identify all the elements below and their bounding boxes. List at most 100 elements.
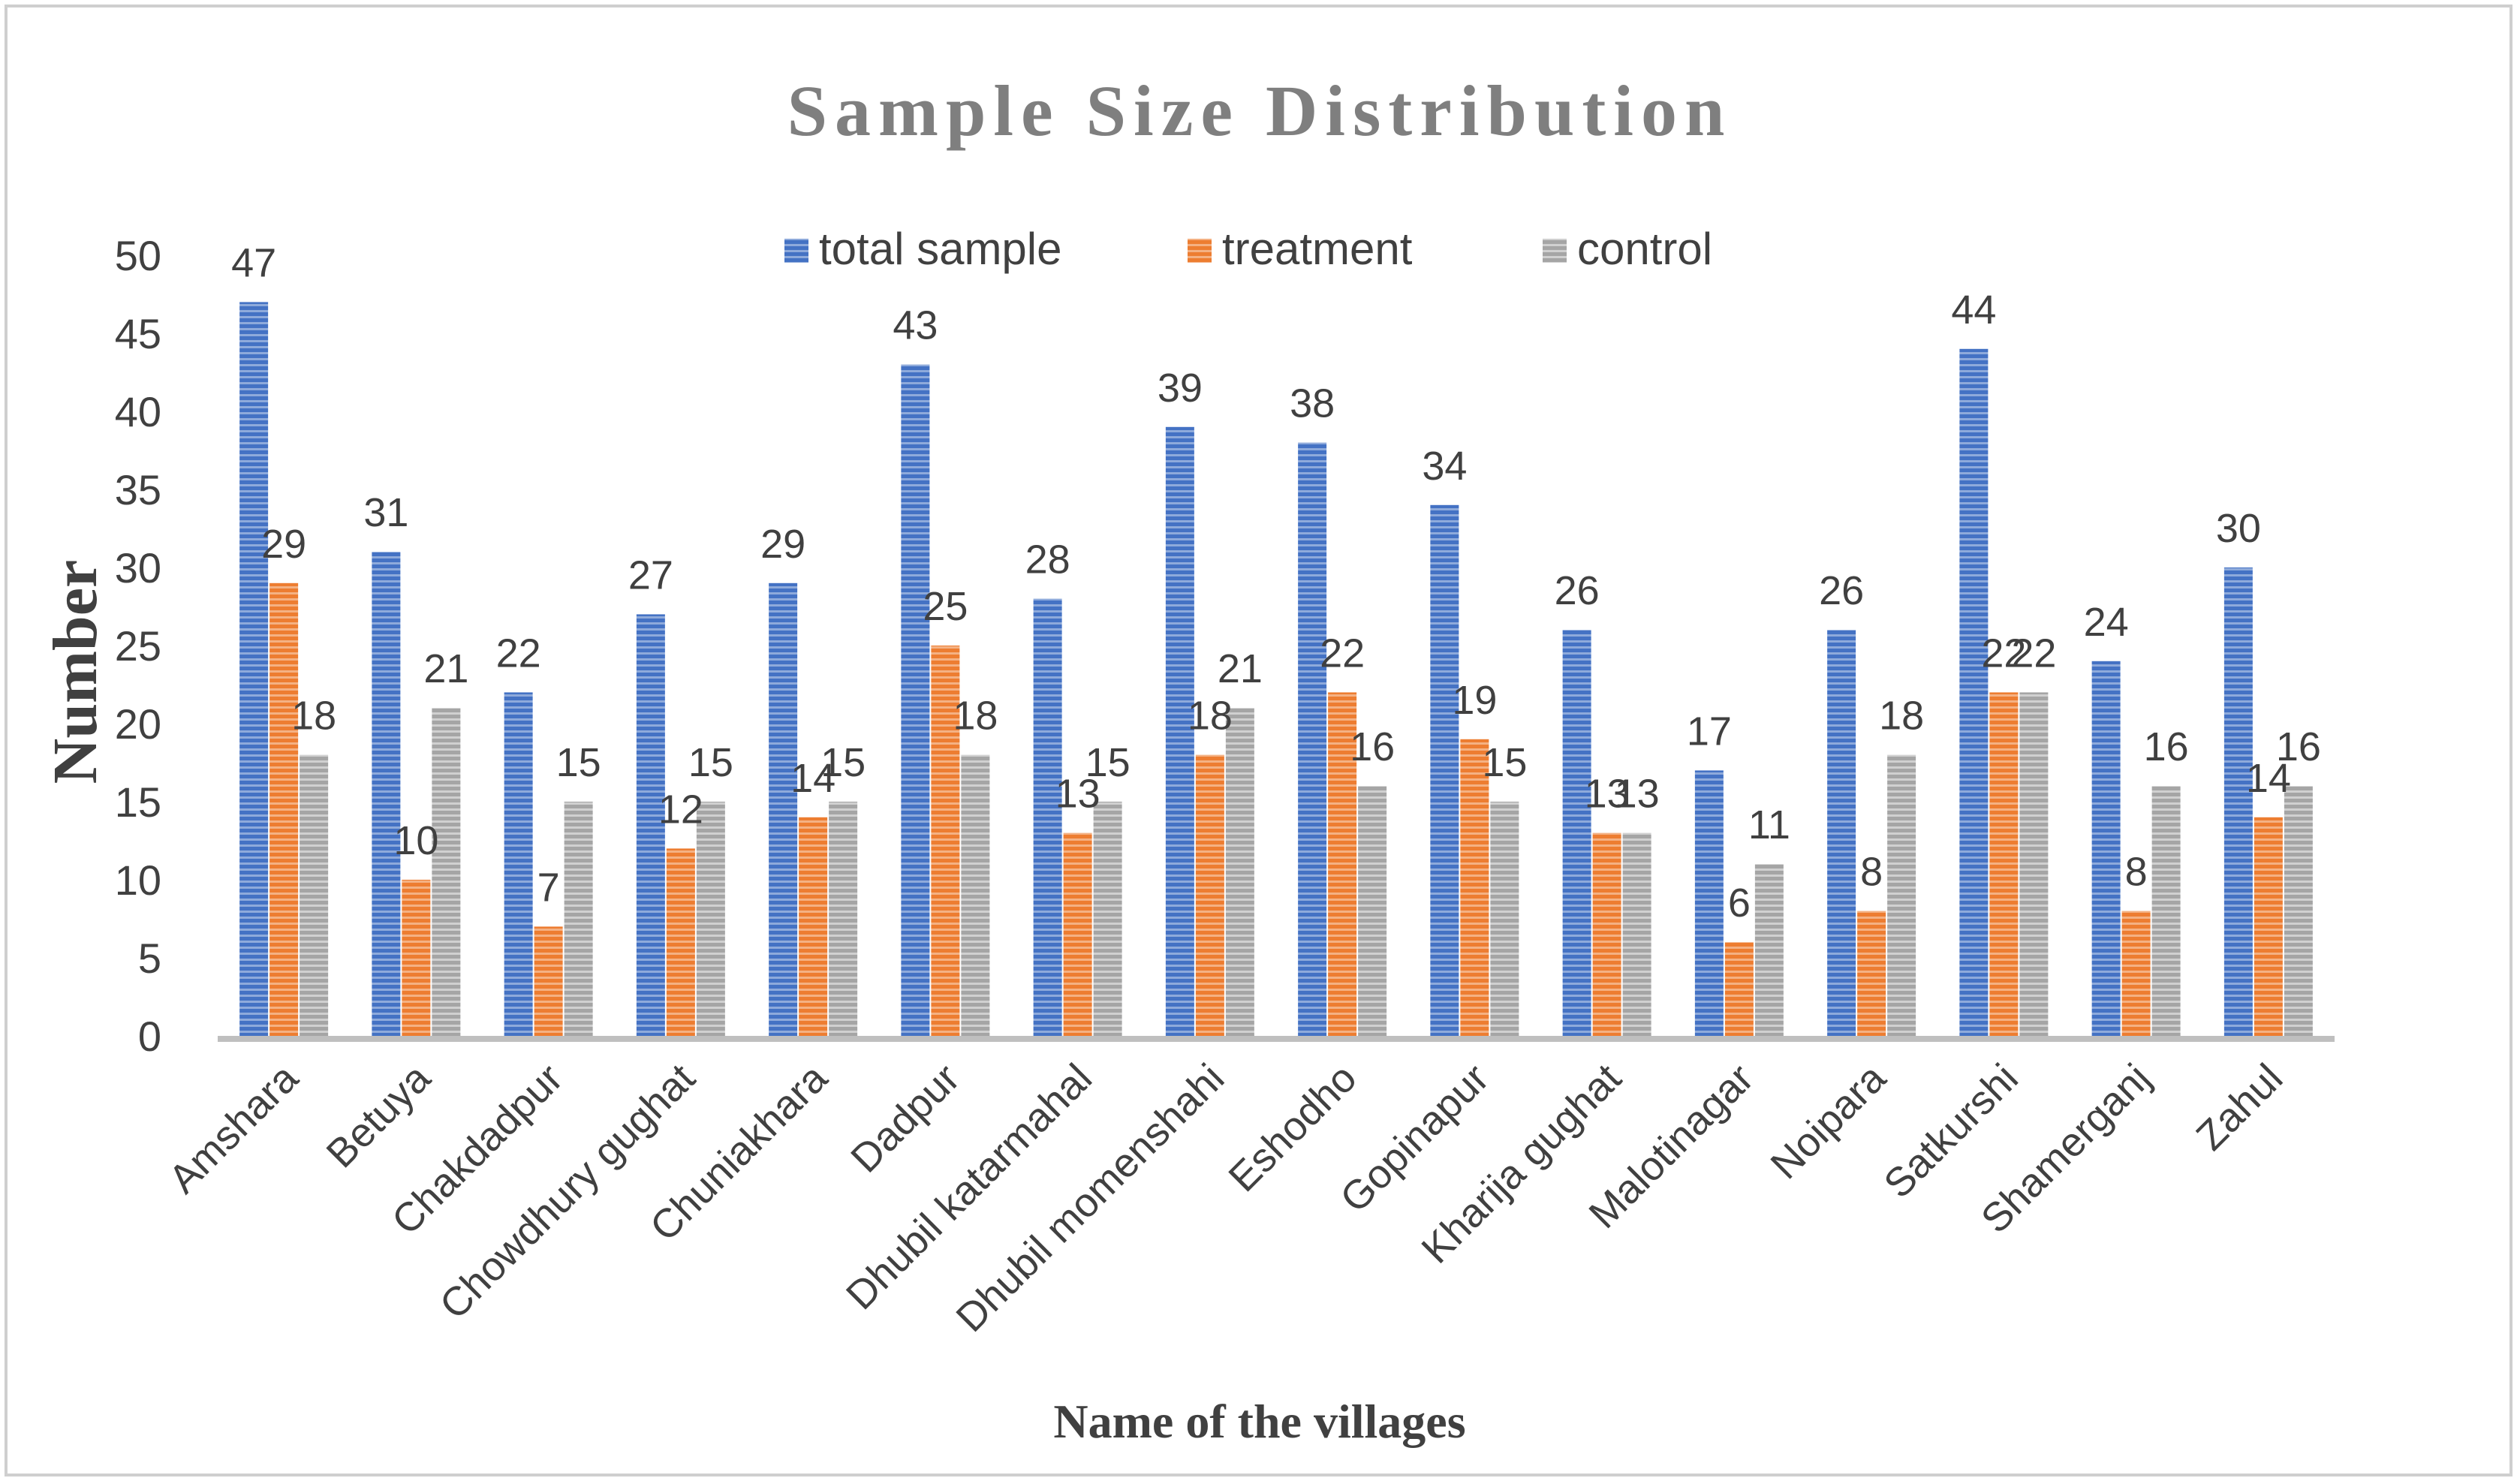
y-tick-label: 10 (115, 856, 161, 904)
bar-control-dadpur (961, 754, 990, 1036)
data-label: 10 (393, 818, 438, 863)
x-tick-label: Chowdhury gughat (431, 1055, 703, 1328)
x-tick-label: Dhubil katarmahal (838, 1055, 1100, 1318)
data-label: 22 (1981, 631, 2026, 676)
data-label: 13 (1055, 772, 1100, 817)
y-tick-label: 35 (115, 466, 161, 513)
bar-treatment-noipara (1857, 911, 1886, 1036)
data-label: 18 (953, 694, 998, 739)
data-label: 16 (2144, 724, 2189, 769)
bar-total-sample-betuya (372, 552, 401, 1036)
y-tick-label: 15 (115, 778, 161, 826)
bar-total-sample-chakdadpur (504, 692, 533, 1036)
bar-treatment-zahul (2254, 817, 2283, 1036)
y-tick-label: 0 (138, 1013, 161, 1060)
data-label: 18 (1188, 694, 1233, 739)
data-label: 8 (2125, 850, 2148, 895)
data-label: 38 (1290, 381, 1335, 426)
data-label: 16 (1350, 724, 1395, 769)
data-label: 18 (291, 694, 336, 739)
y-axis-ticks: 0 5 10 15 20 25 30 35 40 45 50 (115, 232, 161, 1060)
data-label: 6 (1728, 880, 1751, 926)
data-label: 15 (1085, 740, 1131, 785)
data-label: 16 (2276, 724, 2321, 769)
bar-treatment-shamerganj (2121, 911, 2151, 1036)
data-label: 22 (2011, 631, 2056, 676)
bar-control-dhubil-momenshahi (1225, 708, 1254, 1036)
bar-total-sample-chuniakhara (769, 582, 798, 1036)
data-label: 29 (261, 522, 306, 567)
data-label: 39 (1158, 366, 1203, 411)
x-axis-line (218, 1036, 2335, 1042)
data-label: 24 (2084, 600, 2129, 645)
bar-control-chowdhury-gughat (696, 802, 725, 1036)
data-label: 30 (2216, 506, 2261, 551)
bar-treatment-eshodho (1328, 692, 1357, 1036)
y-tick-label: 50 (115, 232, 161, 279)
data-label: 12 (658, 787, 703, 832)
data-label: 44 (1951, 287, 1996, 333)
legend-label: control (1577, 224, 1712, 274)
bar-treatment-malotinagar (1724, 942, 1754, 1036)
data-label: 13 (1585, 772, 1630, 817)
bar-total-sample-kharija-gughat (1562, 630, 1591, 1036)
y-tick-label: 30 (115, 544, 161, 591)
data-label: 25 (923, 584, 968, 629)
bar-total-sample-shamerganj (2091, 661, 2121, 1036)
x-tick-label: Zahul (2187, 1055, 2291, 1159)
bar-control-eshodho (1358, 786, 1387, 1036)
bar-control-zahul (2284, 786, 2313, 1036)
data-label: 15 (1482, 740, 1527, 785)
chart-legend: total sample treatment control (784, 224, 1712, 274)
data-label: 27 (628, 552, 673, 598)
bar-control-malotinagar (1754, 864, 1784, 1036)
bar-control-chakdadpur (564, 802, 593, 1036)
bar-treatment-gopinapur (1460, 739, 1489, 1036)
bar-treatment-amshara (269, 582, 299, 1036)
data-label: 7 (537, 865, 560, 910)
bar-treatment-chuniakhara (799, 817, 828, 1036)
legend-swatch-treatment (1188, 239, 1212, 263)
data-label: 15 (688, 740, 733, 785)
data-label: 47 (231, 240, 276, 285)
bar-total-sample-noipara (1827, 630, 1856, 1036)
bar-total-sample-amshara (239, 302, 269, 1036)
bar-control-chuniakhara (829, 802, 858, 1036)
chart-title: Sample Size Distribution (787, 71, 1733, 151)
bar-total-sample-dhubil-katarmahal (1033, 598, 1062, 1036)
bar-total-sample-eshodho (1298, 442, 1327, 1036)
data-label: 14 (2246, 756, 2291, 801)
bar-treatment-chakdadpur (534, 926, 563, 1036)
data-label: 26 (1819, 568, 1864, 613)
bar-total-sample-zahul (2223, 567, 2253, 1036)
legend-label: total sample (819, 224, 1062, 274)
data-label: 19 (1452, 678, 1497, 723)
y-tick-label: 40 (115, 388, 161, 435)
y-tick-label: 45 (115, 310, 161, 357)
bar-treatment-satkurshi (1989, 692, 2019, 1036)
x-tick-label: Dadpur (842, 1055, 968, 1181)
data-label: 22 (496, 631, 541, 676)
bar-total-sample-satkurshi (1959, 348, 1989, 1036)
x-tick-label: Betuya (318, 1055, 440, 1176)
data-label: 14 (790, 756, 835, 801)
y-tick-label: 5 (138, 935, 161, 982)
data-label: 26 (1555, 568, 1600, 613)
data-label: 13 (1615, 772, 1660, 817)
bar-treatment-dadpur (931, 646, 960, 1036)
data-label: 8 (1860, 850, 1883, 895)
data-label: 21 (1218, 646, 1263, 691)
bar-treatment-dhubil-katarmahal (1063, 832, 1092, 1036)
bar-control-satkurshi (2019, 692, 2049, 1036)
bar-treatment-betuya (402, 880, 431, 1036)
y-axis-title: Number (41, 560, 110, 784)
data-label: 21 (423, 646, 468, 691)
bar-control-noipara (1887, 754, 1916, 1036)
bar-total-sample-gopinapur (1430, 504, 1459, 1036)
data-label: 18 (1879, 694, 1924, 739)
bar-control-shamerganj (2151, 786, 2181, 1036)
x-tick-label: Dhubil momenshahi (947, 1055, 1233, 1341)
x-tick-label: Amshara (160, 1055, 307, 1202)
bar-control-gopinapur (1490, 802, 1519, 1036)
